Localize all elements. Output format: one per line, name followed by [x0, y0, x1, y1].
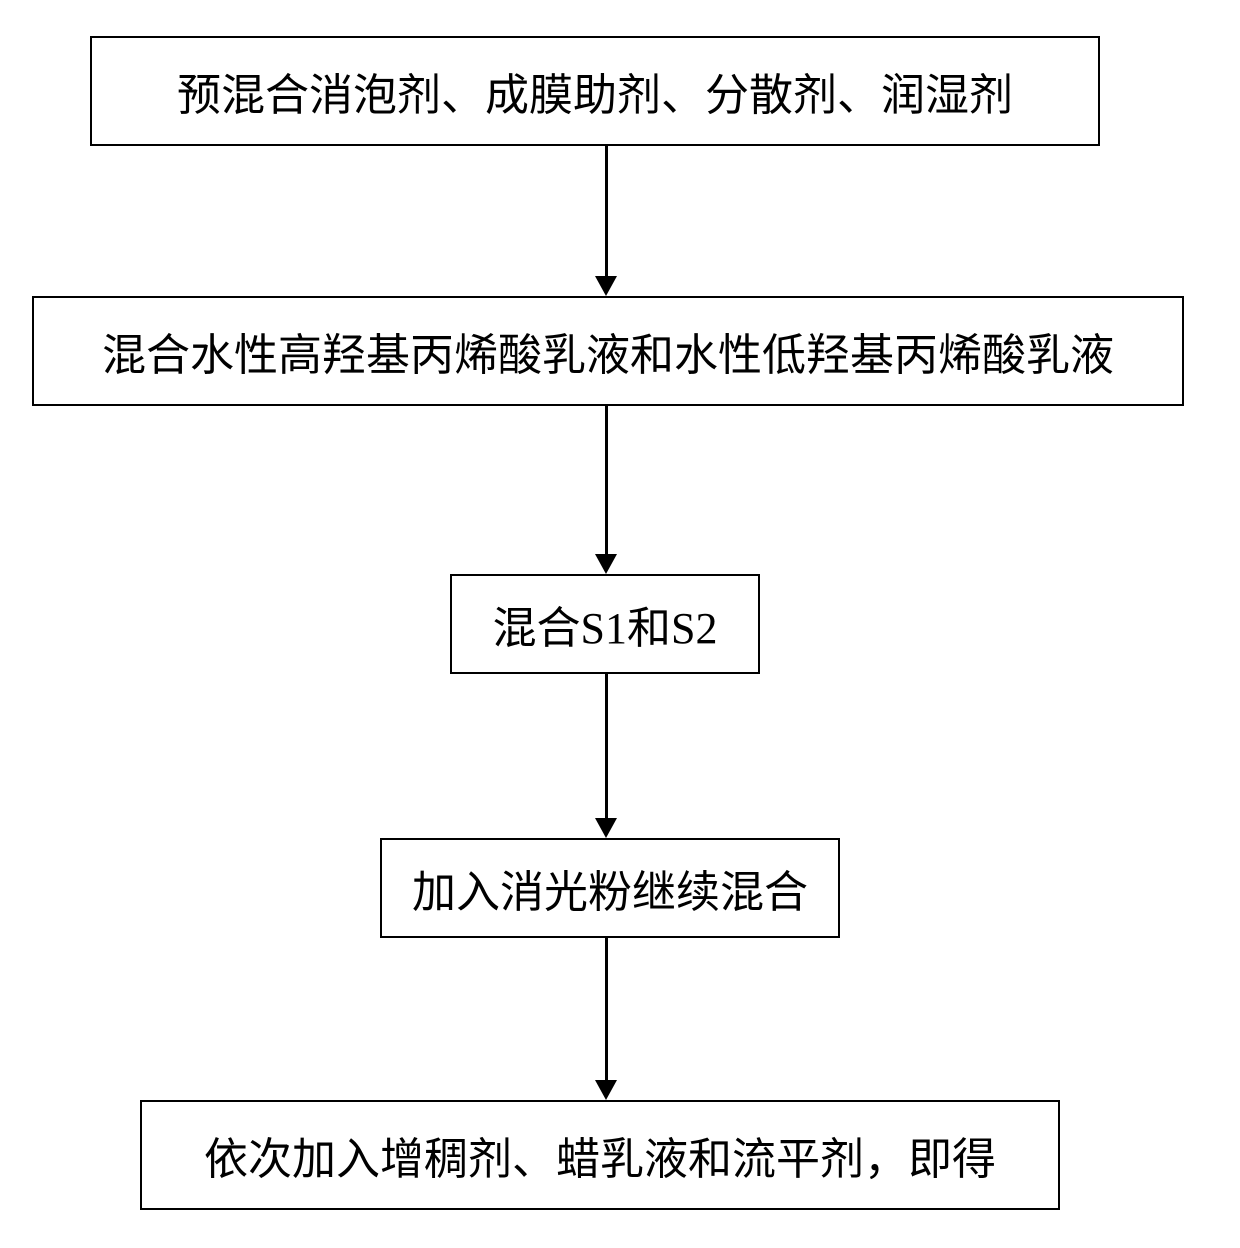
- flow-step-2: 混合水性高羟基丙烯酸乳液和水性低羟基丙烯酸乳液: [32, 296, 1184, 406]
- flow-step-1-label: 预混合消泡剂、成膜助剂、分散剂、润湿剂: [177, 59, 1013, 123]
- flow-step-3: 混合S1和S2: [450, 574, 760, 674]
- flow-step-4-label: 加入消光粉继续混合: [412, 856, 808, 920]
- arrow-1-head: [595, 276, 617, 296]
- flowchart-canvas: 预混合消泡剂、成膜助剂、分散剂、润湿剂 混合水性高羟基丙烯酸乳液和水性低羟基丙烯…: [0, 0, 1240, 1248]
- flow-step-3-label: 混合S1和S2: [493, 592, 718, 656]
- flow-step-1: 预混合消泡剂、成膜助剂、分散剂、润湿剂: [90, 36, 1100, 146]
- flow-step-2-label: 混合水性高羟基丙烯酸乳液和水性低羟基丙烯酸乳液: [102, 319, 1114, 383]
- arrow-1-line: [605, 146, 608, 276]
- arrow-4-head: [595, 1080, 617, 1100]
- arrow-2-line: [605, 406, 608, 554]
- flow-step-5: 依次加入增稠剂、蜡乳液和流平剂，即得: [140, 1100, 1060, 1210]
- flow-step-5-label: 依次加入增稠剂、蜡乳液和流平剂，即得: [204, 1123, 996, 1187]
- arrow-4-line: [605, 938, 608, 1080]
- arrow-2-head: [595, 554, 617, 574]
- arrow-3-line: [605, 674, 608, 818]
- arrow-3-head: [595, 818, 617, 838]
- flow-step-4: 加入消光粉继续混合: [380, 838, 840, 938]
